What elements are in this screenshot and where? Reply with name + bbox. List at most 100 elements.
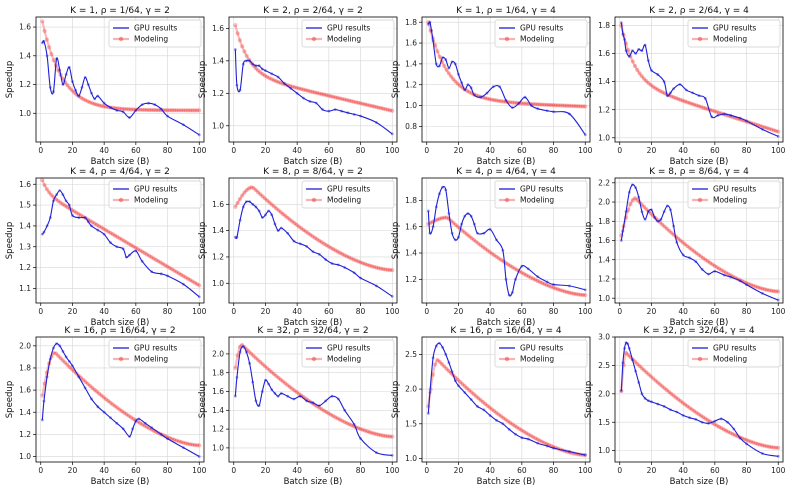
y-tick-label: 1.6 (212, 387, 224, 396)
gpu-point (359, 276, 362, 280)
gpu-point (498, 85, 502, 89)
modeling-point (246, 186, 252, 191)
modeling-point (49, 52, 54, 57)
legend: GPU results Modeling (301, 180, 395, 209)
gpu-point (426, 411, 430, 415)
legend-model-label: Modeling (520, 355, 554, 364)
modeling-point (390, 434, 395, 439)
modeling-point (149, 255, 154, 260)
x-tick-label: 80 (549, 307, 559, 316)
gpu-point (491, 85, 495, 89)
modeling-point (483, 246, 488, 251)
modeling-point (764, 287, 769, 292)
gpu-point (233, 235, 237, 239)
gpu-point (428, 20, 432, 24)
modeling-point (728, 430, 733, 436)
modeling-point (744, 437, 749, 443)
gpu-point (238, 218, 242, 222)
modeling-point (569, 103, 574, 109)
modeling-point (317, 405, 322, 410)
modeling-point (682, 242, 688, 247)
modeling-point (349, 99, 354, 104)
gpu-point (495, 238, 498, 242)
modeling-point (544, 102, 549, 107)
gpu-point (359, 437, 362, 440)
modeling-point (746, 438, 751, 443)
gpu-point (552, 446, 555, 450)
modeling-point (103, 228, 109, 233)
modeling-point (172, 108, 177, 113)
gpu-point (257, 209, 261, 213)
modeling-point (197, 443, 202, 448)
modeling-point (47, 45, 52, 50)
modeling-point (537, 102, 542, 107)
modeling-line (41, 179, 200, 287)
modeling-point (163, 434, 168, 439)
gpu-point (431, 225, 435, 229)
gpu-point (359, 114, 362, 118)
gpu-point (61, 83, 65, 86)
modeling-point (639, 74, 644, 79)
gpu-point (745, 283, 748, 287)
gpu-point (583, 453, 587, 457)
modeling-point (324, 93, 329, 98)
gpu-point (375, 451, 378, 454)
gpu-point (501, 248, 505, 252)
modeling-point (714, 423, 719, 428)
legend: GPU results Modeling (687, 180, 781, 209)
legend-gpu-label: GPU results (134, 24, 177, 33)
x-tick-label: 80 (356, 307, 366, 316)
plot-area (426, 185, 588, 298)
modeling-point (60, 202, 65, 207)
y-tick-label: 1.4 (212, 226, 224, 235)
gpu-point (514, 432, 517, 436)
modeling-point (487, 249, 492, 255)
x-axis-label: Batch size (B) (284, 318, 343, 328)
modeling-point (626, 352, 631, 358)
modeling-point (106, 229, 111, 234)
y-tick-label: 1.0 (598, 294, 610, 303)
gpu-point (197, 455, 201, 458)
modeling-point (458, 83, 463, 89)
gpu-point (646, 210, 650, 214)
modeling-point (340, 251, 345, 257)
plot-area (619, 21, 781, 138)
modeling-point (183, 275, 188, 280)
y-tick-label: 2.2 (598, 178, 610, 187)
modeling-point (462, 230, 467, 235)
subplot-8: 0 20 40 60 80 100 1.0 1.2 1.4 1.6 1.8 2.0 2.2 K = 8, … (584, 167, 786, 328)
modeling-point (776, 289, 781, 294)
modeling-point (194, 281, 200, 287)
gpu-point (235, 235, 239, 239)
modeling-point (480, 244, 486, 250)
gpu-point (659, 217, 663, 221)
legend-model-label: Modeling (327, 355, 361, 364)
gpu-point (453, 238, 457, 242)
gpu-point (672, 224, 676, 228)
modeling-point (387, 267, 393, 273)
modeling-point (467, 234, 472, 239)
modeling-point (108, 230, 113, 236)
modeling-point (376, 105, 381, 110)
modeling-point (508, 420, 513, 425)
modeling-point (58, 356, 63, 361)
modeling-point (94, 102, 100, 107)
modeling-point (97, 224, 102, 229)
gpu-point (469, 398, 473, 401)
modeling-point (678, 97, 683, 102)
y-tick-label: 1.6 (405, 222, 417, 231)
modeling-point (476, 241, 481, 246)
modeling-point (641, 204, 647, 209)
modeling-point (72, 209, 77, 214)
modeling-point (40, 178, 45, 183)
x-tick-label: 20 (647, 307, 657, 316)
modeling-point (97, 391, 102, 396)
gpu-point (453, 62, 457, 66)
gpu-point (431, 39, 435, 43)
gpu-point (121, 247, 125, 251)
modeling-point (260, 362, 265, 367)
modeling-point (269, 77, 274, 82)
modeling-point (660, 90, 665, 95)
modeling-point (558, 103, 563, 108)
modeling-point (335, 416, 340, 421)
